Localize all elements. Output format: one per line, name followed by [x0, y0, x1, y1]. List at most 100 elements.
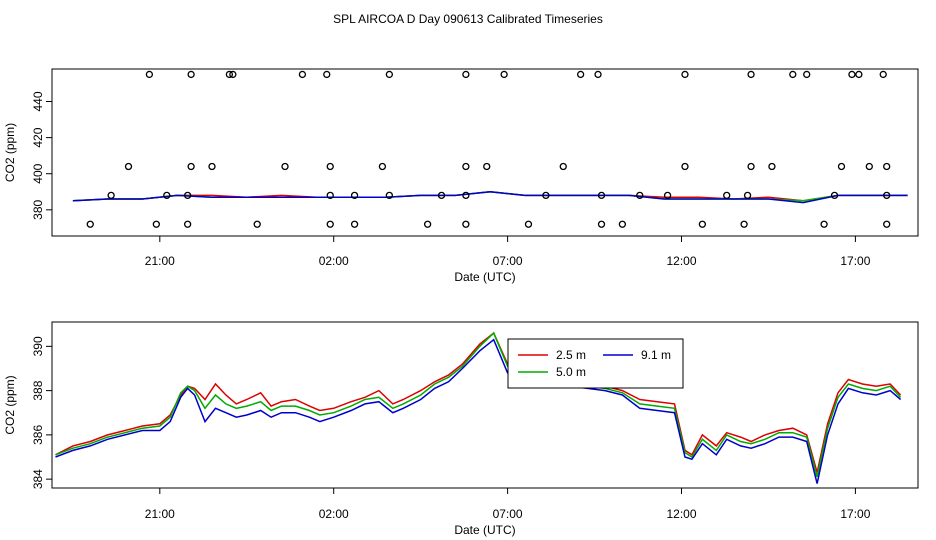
data-point [848, 70, 856, 79]
data-point [524, 220, 533, 228]
data-point [883, 191, 891, 200]
series-line-2 [55, 331, 902, 478]
data-point [636, 191, 644, 200]
x-tick-label: 17:00 [840, 254, 870, 268]
data-point [879, 70, 887, 79]
data-point [183, 191, 192, 200]
data-point [462, 162, 470, 171]
data-point [698, 220, 707, 228]
data-point [462, 191, 470, 200]
data-point [281, 162, 289, 171]
x-tick-label: 21:00 [145, 254, 175, 268]
data-point [326, 162, 334, 171]
series-line-1 [55, 331, 902, 473]
data-point [187, 162, 195, 171]
data-point [208, 162, 216, 171]
y-tick-label: 420 [31, 127, 45, 147]
data-point [385, 70, 394, 79]
data-point [437, 191, 446, 200]
legend-box [507, 338, 684, 389]
x-tick-label: 07:00 [493, 507, 523, 521]
data-point [542, 191, 550, 200]
data-point [820, 220, 828, 228]
data-point [326, 220, 334, 228]
series-line-3 [55, 338, 902, 484]
x-tick-label: 02:00 [319, 507, 349, 521]
data-point [378, 162, 387, 171]
data-point [124, 162, 133, 171]
data-point [229, 70, 237, 79]
data-point [385, 191, 394, 200]
x-tick-label: 07:00 [493, 254, 523, 268]
data-point [576, 70, 585, 79]
data-point [883, 162, 891, 171]
x-axis-label: Date (UTC) [454, 523, 515, 537]
data-point [747, 162, 755, 171]
y-axis-label: CO2 (ppm) [3, 375, 17, 434]
data-point [483, 162, 491, 171]
data-point [597, 191, 606, 200]
y-tick-label: 384 [31, 469, 45, 489]
upper-panel: 21:00 02:00 07:00 12:00 17:00 380 400 420 440 Dat… [3, 68, 919, 284]
data-point [323, 70, 331, 79]
data-point [107, 191, 115, 200]
data-point [350, 220, 359, 228]
data-point [500, 70, 508, 79]
data-point [86, 220, 94, 228]
legend-label: 2.5 m [556, 348, 586, 362]
x-tick-label: 17:00 [840, 507, 870, 521]
data-point [681, 162, 689, 171]
data-point [462, 70, 470, 79]
data-point [618, 220, 627, 228]
data-point [855, 70, 863, 79]
data-point [298, 70, 307, 79]
data-point [253, 220, 261, 228]
x-tick-label: 02:00 [319, 254, 349, 268]
data-point [830, 191, 839, 200]
data-point [768, 162, 776, 171]
lower-panel: 21:00 02:00 07:00 12:00 17:00 384 386 388 390 Dat… [3, 321, 919, 537]
data-point [747, 70, 755, 79]
x-tick-label: 12:00 [666, 254, 696, 268]
plot-frame [51, 321, 919, 489]
data-point [145, 70, 154, 79]
data-point [723, 191, 731, 200]
plot-frame [51, 68, 919, 237]
x-axis-label: Date (UTC) [454, 270, 515, 284]
data-point [152, 220, 160, 228]
data-point [837, 162, 846, 171]
series-line-3 [72, 191, 908, 204]
data-point [789, 70, 797, 79]
data-point [187, 70, 195, 79]
data-point [865, 162, 873, 171]
legend-label: 5.0 m [556, 365, 586, 379]
legend-label: 9.1 m [641, 348, 671, 362]
data-point [663, 191, 672, 200]
y-tick-label: 380 [31, 199, 45, 219]
data-point [350, 191, 359, 200]
data-point [423, 220, 432, 228]
data-point [326, 191, 334, 200]
x-tick-label: 12:00 [666, 507, 696, 521]
y-tick-label: 388 [31, 380, 45, 400]
y-tick-label: 390 [31, 336, 45, 356]
data-point [163, 191, 171, 200]
chart-title: SPL AIRCOA D Day 090613 Calibrated Times… [333, 12, 603, 26]
y-axis-label: CO2 (ppm) [3, 123, 17, 182]
data-point [183, 220, 192, 228]
y-tick-label: 440 [31, 91, 45, 111]
data-point [597, 220, 606, 228]
data-point [803, 70, 811, 79]
data-point [883, 220, 891, 228]
data-point [559, 162, 567, 171]
data-point [225, 70, 234, 79]
data-point [594, 70, 602, 79]
data-point [743, 191, 752, 200]
y-tick-label: 400 [31, 163, 45, 183]
data-point [462, 220, 470, 228]
y-tick-label: 386 [31, 425, 45, 445]
x-tick-label: 21:00 [145, 507, 175, 521]
data-point [740, 220, 748, 228]
data-point [681, 70, 689, 79]
